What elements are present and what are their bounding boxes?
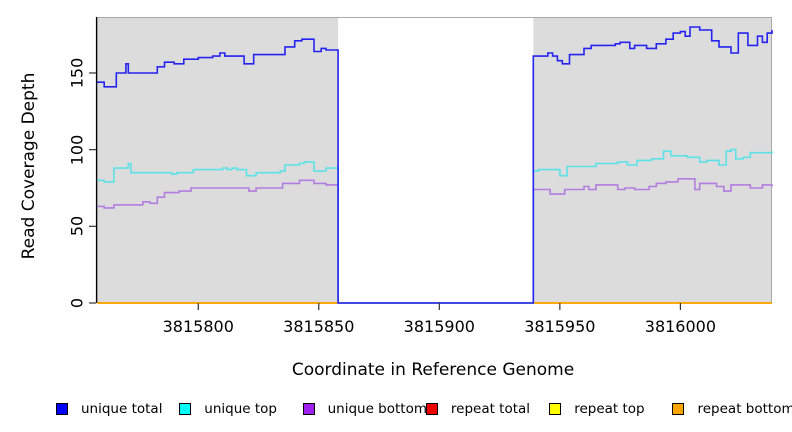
zero-coverage-gap	[338, 17, 534, 303]
legend-item-repeat-bottom: repeat bottom	[672, 401, 792, 417]
legend-swatch-icon	[549, 403, 562, 415]
y-tick-label: 0	[67, 297, 87, 309]
series-unique-total	[97, 26, 773, 304]
y-tick-label: 50	[67, 216, 87, 237]
y-tick-label: 150	[67, 57, 87, 89]
axes	[89, 17, 681, 310]
legend-label: unique top	[204, 401, 278, 417]
legend-swatch-icon	[302, 403, 315, 415]
legend-item-unique-total: unique total	[56, 401, 179, 417]
legend-item-unique-bottom: unique bottom	[302, 401, 428, 417]
legend-swatch-icon	[56, 403, 68, 415]
legend-item-repeat-top: repeat top	[549, 401, 672, 417]
legend-swatch-icon	[179, 403, 192, 415]
legend-label: repeat bottom	[697, 401, 792, 417]
legend-swatch-icon	[672, 403, 685, 415]
legend-item-unique-top: unique top	[179, 401, 302, 417]
legend-label: unique total	[81, 401, 163, 417]
y-axis-label: Read Coverage Depth	[19, 72, 39, 260]
legend-swatch-icon	[425, 403, 438, 415]
y-tick-label: 100	[67, 134, 87, 165]
legend-label: repeat total	[450, 401, 531, 417]
legend-label: unique bottom	[327, 401, 428, 417]
x-tick-label: 3815800	[162, 317, 234, 336]
legend-item-repeat-total: repeat total	[425, 401, 549, 417]
x-axis-label: Coordinate in Reference Genome	[291, 360, 575, 380]
x-tick-label: 3815850	[283, 317, 355, 336]
x-tick-label: 3815900	[403, 317, 475, 336]
legend-label: repeat top	[574, 401, 645, 417]
series-lines	[97, 26, 773, 304]
legend: unique total unique top unique bottom repea…	[56, 401, 792, 417]
series-unique-bottom	[97, 178, 773, 304]
x-tick-label: 3816000	[644, 317, 717, 336]
x-tick-label: 3815950	[524, 317, 596, 336]
